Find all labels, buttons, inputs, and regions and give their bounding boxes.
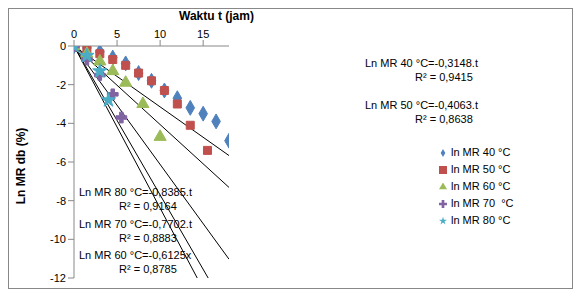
html-text:Ln MR 60 °C=-0,6125x: Ln MR 60 °C=-0,6125x — [79, 249, 192, 261]
html-text:Waktu t (jam): Waktu t (jam) — [179, 9, 254, 23]
html-text:R² = 0,8638: R² = 0,8638 — [415, 113, 473, 125]
svg-text:-12: -12 — [50, 272, 66, 284]
html-text:Ln MR 80 °C=-0,8385.t: Ln MR 80 °C=-0,8385.t — [79, 186, 192, 198]
html-text:ln MR 40 °C: ln MR 40 °C — [451, 146, 511, 158]
html-text:Ln MR 70 °C=-0,7702.t: Ln MR 70 °C=-0,7702.t — [79, 218, 192, 230]
html-text:ln MR 60 °C: ln MR 60 °C — [451, 180, 511, 192]
html-text:R² = 0,9164: R² = 0,9164 — [119, 200, 177, 212]
svg-text:15: 15 — [197, 28, 209, 40]
html-text:Ln MR 40 °C=-0,3148.t: Ln MR 40 °C=-0,3148.t — [365, 57, 478, 69]
html-text:R² = 0,8785: R² = 0,8785 — [119, 263, 177, 275]
html-text:ln MR 80 °C: ln MR 80 °C — [451, 214, 511, 226]
svg-text:5: 5 — [114, 28, 120, 40]
svg-text:0: 0 — [60, 40, 66, 52]
svg-text:0: 0 — [71, 28, 77, 40]
svg-text:-4: -4 — [56, 117, 66, 129]
html-text:R² = 0,8883: R² = 0,8883 — [119, 232, 177, 244]
html-text:R² = 0,9415: R² = 0,9415 — [415, 71, 473, 83]
svg-text:-10: -10 — [50, 233, 66, 245]
html-text:ln MR 70 °C: ln MR 70 °C — [451, 197, 514, 209]
html-text:Ln MR db (%): Ln MR db (%) — [14, 127, 28, 205]
html-text:Ln MR 50 °C=-0,4063.t: Ln MR 50 °C=-0,4063.t — [365, 99, 478, 111]
svg-text:-8: -8 — [56, 195, 66, 207]
svg-text:-2: -2 — [56, 79, 66, 91]
html-text:ln MR 50 °C: ln MR 50 °C — [451, 163, 511, 175]
svg-text:-6: -6 — [56, 156, 66, 168]
svg-text:10: 10 — [154, 28, 166, 40]
